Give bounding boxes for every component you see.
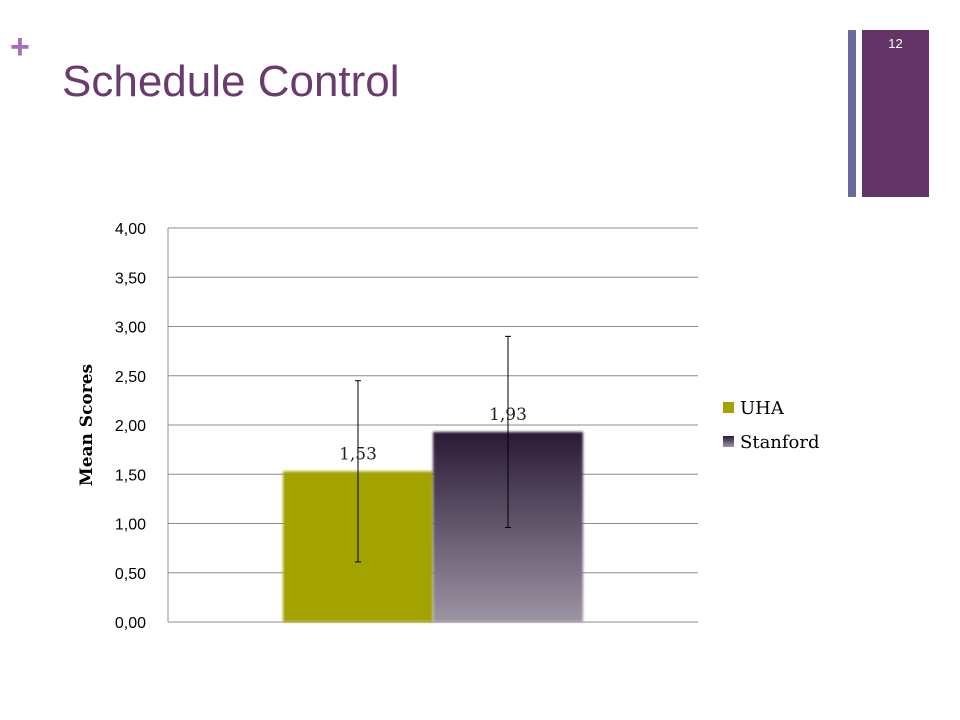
y-tick-label: 1,50 — [115, 467, 146, 484]
legend-swatch-stanford — [723, 436, 734, 447]
legend-label: Stanford — [740, 432, 820, 453]
decor-bar-thick — [862, 30, 929, 197]
legend-swatch-uha — [723, 402, 734, 413]
y-tick-label: 3,00 — [115, 320, 146, 337]
page-number: 12 — [888, 36, 903, 51]
data-label: 1,53 — [339, 444, 377, 464]
y-tick-label: 2,50 — [115, 369, 146, 386]
y-tick-label: 2,00 — [115, 418, 146, 435]
data-label: 1,93 — [489, 405, 527, 425]
slide-title: Schedule Control — [62, 57, 400, 106]
y-tick-label: 0,00 — [115, 615, 146, 632]
decor-bar-thin — [848, 30, 856, 197]
y-tick-label: 3,50 — [115, 270, 146, 287]
plus-icon: + — [10, 28, 30, 66]
y-axis-label: Mean Scores — [77, 364, 97, 486]
y-tick-label: 0,50 — [115, 566, 146, 583]
y-tick-label: 1,00 — [115, 517, 146, 534]
y-tick-label: 4,00 — [115, 221, 146, 238]
legend-label: UHA — [740, 398, 785, 419]
